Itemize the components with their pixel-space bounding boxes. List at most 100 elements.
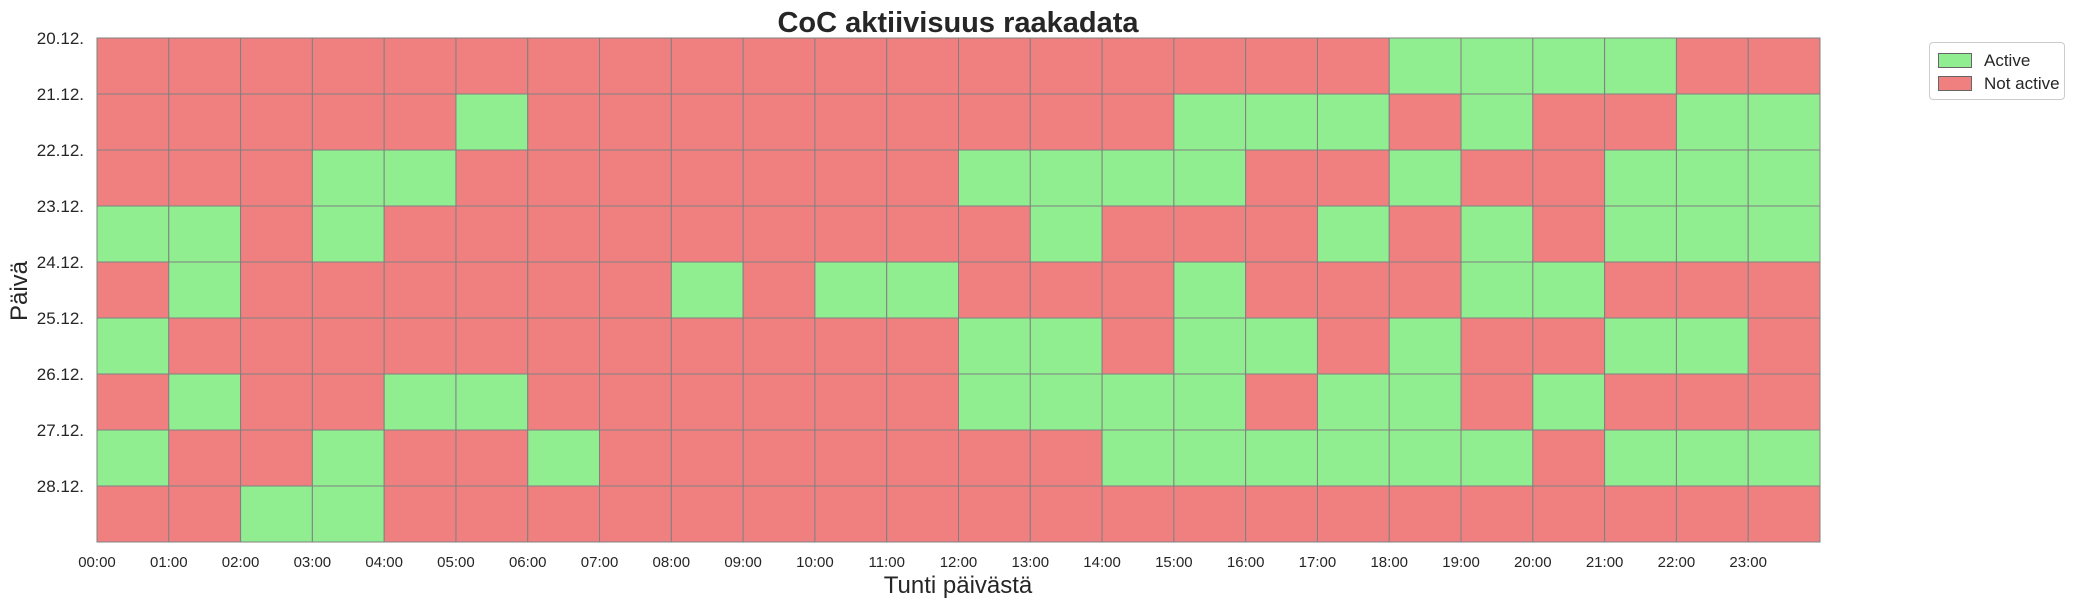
heatmap-cell: [1532, 93, 1606, 151]
heatmap-cell: [383, 429, 457, 487]
heatmap-cell: [240, 429, 313, 487]
heatmap-cell: [1388, 317, 1462, 375]
heatmap-cell: [96, 485, 170, 543]
heatmap-cell: [1388, 261, 1462, 319]
heatmap-cell: [1460, 317, 1534, 375]
heatmap-cell: [1747, 261, 1821, 319]
y-axis-label: Päivä: [6, 260, 33, 321]
heatmap-cell: [886, 37, 959, 95]
plot-border: [96, 37, 1821, 543]
heatmap-cell: [1029, 93, 1103, 151]
heatmap-cell: [886, 429, 959, 487]
heatmap-cell: [1604, 485, 1677, 543]
heatmap-cell: [311, 373, 385, 431]
heatmap-cell: [814, 37, 888, 95]
x-tick-label: 12:00: [940, 554, 978, 571]
heatmap-cell: [383, 149, 457, 207]
heatmap-cell: [1532, 37, 1606, 95]
heatmap-cell: [1388, 93, 1462, 151]
heatmap-cell: [1316, 261, 1390, 319]
heatmap-cell: [1604, 429, 1677, 487]
chart-legend: Active Not active: [1929, 42, 2065, 100]
heatmap-cell: [742, 205, 816, 263]
heatmap-cell: [311, 205, 385, 263]
heatmap-cell: [958, 485, 1031, 543]
x-axis-label: Tunti päivästä: [884, 572, 1033, 599]
heatmap-cell: [527, 429, 601, 487]
heatmap-cell: [96, 93, 170, 151]
heatmap-cell: [1245, 429, 1318, 487]
heatmap-cell: [1316, 485, 1390, 543]
heatmap-cell: [1029, 261, 1103, 319]
heatmap-cell: [1101, 429, 1175, 487]
heatmap-cell: [311, 37, 385, 95]
heatmap-cell: [814, 149, 888, 207]
heatmap-cell: [240, 205, 313, 263]
heatmap-cell: [1747, 485, 1821, 543]
x-tick-label: 11:00: [868, 554, 904, 571]
heatmap-cell: [1675, 205, 1749, 263]
heatmap-cell: [1675, 373, 1749, 431]
heatmap-cell: [886, 373, 959, 431]
heatmap-cell: [1101, 373, 1175, 431]
heatmap-cell: [1532, 205, 1606, 263]
heatmap-cell: [886, 261, 959, 319]
heatmap-cell: [527, 93, 601, 151]
heatmap-cell: [1747, 373, 1821, 431]
heatmap-cell: [599, 261, 672, 319]
y-tick-label: 23.12.: [37, 197, 84, 216]
heatmap-cell: [958, 149, 1031, 207]
heatmap-cell: [527, 37, 601, 95]
heatmap-cell: [1675, 261, 1749, 319]
heatmap-cell: [814, 93, 888, 151]
heatmap-cell: [1245, 261, 1318, 319]
heatmap-cell: [742, 37, 816, 95]
heatmap-cell: [383, 205, 457, 263]
heatmap-cell: [1101, 93, 1175, 151]
heatmap-cell: [168, 429, 242, 487]
heatmap-cell: [168, 149, 242, 207]
heatmap-cell: [599, 37, 672, 95]
heatmap-cell: [383, 485, 457, 543]
heatmap-cell: [168, 93, 242, 151]
heatmap-cell: [1675, 149, 1749, 207]
heatmap-cell: [670, 93, 744, 151]
heatmap-cell: [1101, 205, 1175, 263]
heatmap-cell: [311, 429, 385, 487]
heatmap-cell: [1173, 93, 1247, 151]
x-tick-label: 23:00: [1729, 554, 1767, 571]
y-axis-ticks: 20.12. 21.12. 22.12. 23.12. 24.12. 25.12. 26.1…: [37, 29, 84, 496]
y-tick-label: 21.12.: [37, 85, 84, 104]
heatmap-cell: [1245, 317, 1318, 375]
heatmap-cell: [1029, 205, 1103, 263]
heatmap-cell: [1532, 317, 1606, 375]
heatmap-cell: [1245, 205, 1318, 263]
heatmap-cell: [1173, 205, 1247, 263]
x-tick-label: 21:00: [1586, 554, 1624, 571]
heatmap-cell: [1675, 429, 1749, 487]
heatmap-cell: [96, 149, 170, 207]
heatmap-cell: [1101, 317, 1175, 375]
y-tick-label: 28.12.: [37, 477, 84, 496]
heatmap-cell: [168, 373, 242, 431]
y-tick-label: 25.12.: [37, 309, 84, 328]
x-tick-label: 17:00: [1299, 554, 1337, 571]
heatmap-cell: [1532, 149, 1606, 207]
heatmap-cell: [527, 205, 601, 263]
heatmap-cell: [527, 261, 601, 319]
heatmap-cell: [1675, 485, 1749, 543]
heatmap-cell: [455, 429, 529, 487]
x-tick-label: 01:00: [150, 554, 188, 571]
heatmap-cell: [1245, 149, 1318, 207]
heatmap-cell: [1388, 37, 1462, 95]
heatmap-cell: [1029, 373, 1103, 431]
heatmap-cells: [96, 37, 1821, 543]
heatmap-cell: [814, 429, 888, 487]
heatmap-cell: [1460, 205, 1534, 263]
heatmap-cell: [168, 205, 242, 263]
y-tick-label: 27.12.: [37, 421, 84, 440]
heatmap-cell: [670, 205, 744, 263]
heatmap-cell: [1460, 373, 1534, 431]
heatmap-cell: [1388, 149, 1462, 207]
heatmap-cell: [240, 93, 313, 151]
